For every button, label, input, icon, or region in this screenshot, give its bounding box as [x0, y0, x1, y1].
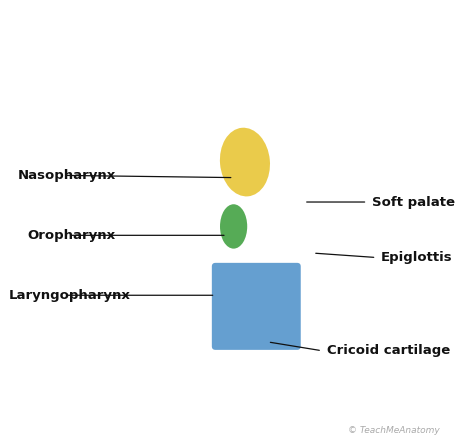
Ellipse shape [220, 204, 247, 249]
Text: Nasopharynx: Nasopharynx [18, 169, 117, 182]
Text: Epiglottis: Epiglottis [381, 251, 453, 264]
Text: Soft palate: Soft palate [372, 195, 455, 209]
FancyBboxPatch shape [212, 263, 301, 350]
Text: Cricoid cartilage: Cricoid cartilage [327, 344, 450, 357]
Ellipse shape [220, 128, 270, 196]
Text: Laryngopharynx: Laryngopharynx [9, 289, 131, 302]
Text: © TeachMeAnatomy: © TeachMeAnatomy [348, 426, 440, 435]
Text: Oropharynx: Oropharynx [27, 229, 115, 242]
